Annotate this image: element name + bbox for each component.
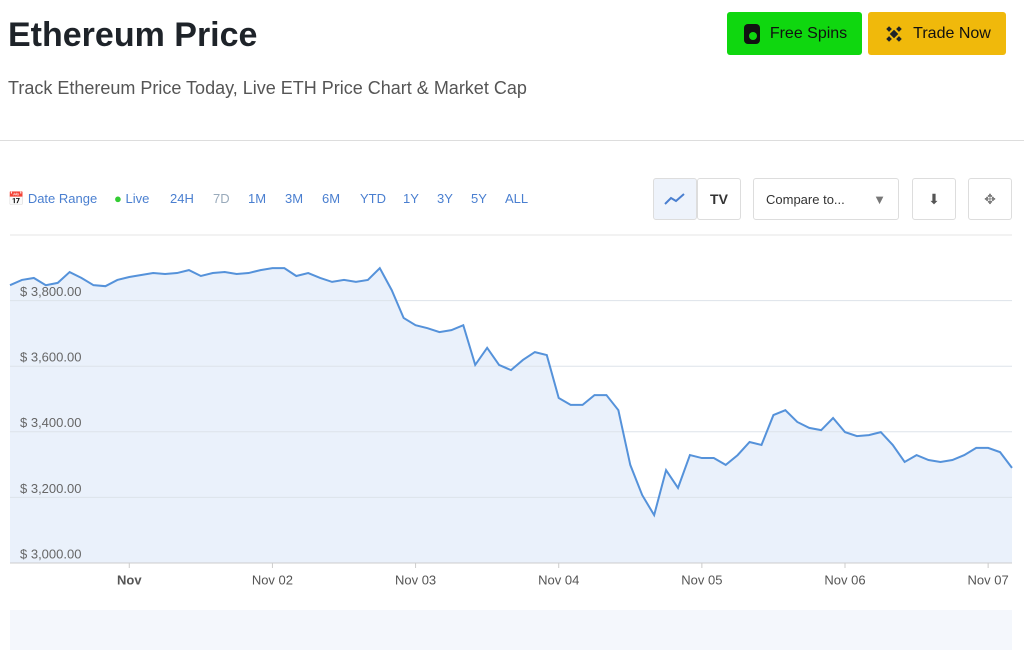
price-line: [9, 266, 1013, 518]
icon: [886, 25, 902, 42]
area: [10, 268, 1012, 563]
y-tick-label: $ 3,200.00: [20, 481, 81, 496]
tv-chart-toggle[interactable]: TV: [697, 178, 741, 220]
compare-dropdown[interactable]: Compare to... ▼: [753, 178, 899, 220]
x-tick-label: Nov 04: [538, 572, 579, 587]
trade-now-button[interactable]: Trade Now: [868, 12, 1006, 55]
icon: TV: [710, 191, 728, 207]
range-button[interactable]: 24H: [170, 191, 194, 206]
range-button[interactable]: 1M: [248, 191, 267, 206]
x-tick-label: Nov 05: [681, 572, 722, 587]
range-button[interactable]: 6M: [322, 191, 341, 206]
free-spins-button[interactable]: Free Spins: [727, 12, 862, 55]
label: Date Range: [27, 191, 98, 206]
navigator: [10, 610, 1012, 650]
live[interactable]: ● Live: [114, 191, 150, 206]
y-tick-label: $ 3,400.00: [20, 415, 81, 430]
range-button[interactable]: 3M: [285, 191, 304, 206]
y-tick-label: $ 3,600.00: [20, 350, 81, 365]
x-tick-label: Nov 02: [252, 572, 293, 587]
range-button[interactable]: 7D: [213, 191, 230, 206]
pan-button[interactable]: ✥: [968, 178, 1012, 220]
button-label: Free Spins: [769, 24, 848, 42]
date-range[interactable]: 📅 Date Range: [8, 191, 98, 206]
download-button[interactable]: ⬇: [912, 178, 956, 220]
label: Live: [125, 191, 150, 206]
y-tick-label: $ 3,800.00: [20, 284, 81, 299]
line-chart-toggle[interactable]: [653, 178, 697, 220]
icon: [743, 23, 760, 44]
button-label: Trade Now: [913, 24, 991, 42]
icon: [664, 193, 685, 205]
range-button[interactable]: ALL: [505, 191, 529, 206]
x-tick-label: Nov 06: [824, 572, 865, 587]
x-tick-label: Nov 07: [968, 572, 1009, 587]
label: Compare to...: [766, 191, 845, 207]
page-subtitle: Track Ethereum Price Today, Live ETH Pri…: [8, 78, 527, 98]
divider: [0, 140, 1024, 141]
range-button[interactable]: YTD: [360, 191, 386, 206]
x-tick-label: Nov: [117, 572, 142, 587]
page-title: Ethereum Price: [8, 16, 258, 54]
y-tick-label: $ 3,000.00: [20, 546, 81, 561]
range-button[interactable]: 3Y: [437, 191, 453, 206]
x-tick-label: Nov 03: [395, 572, 436, 587]
range-button[interactable]: 5Y: [471, 191, 487, 206]
range-button[interactable]: 1Y: [403, 191, 419, 206]
